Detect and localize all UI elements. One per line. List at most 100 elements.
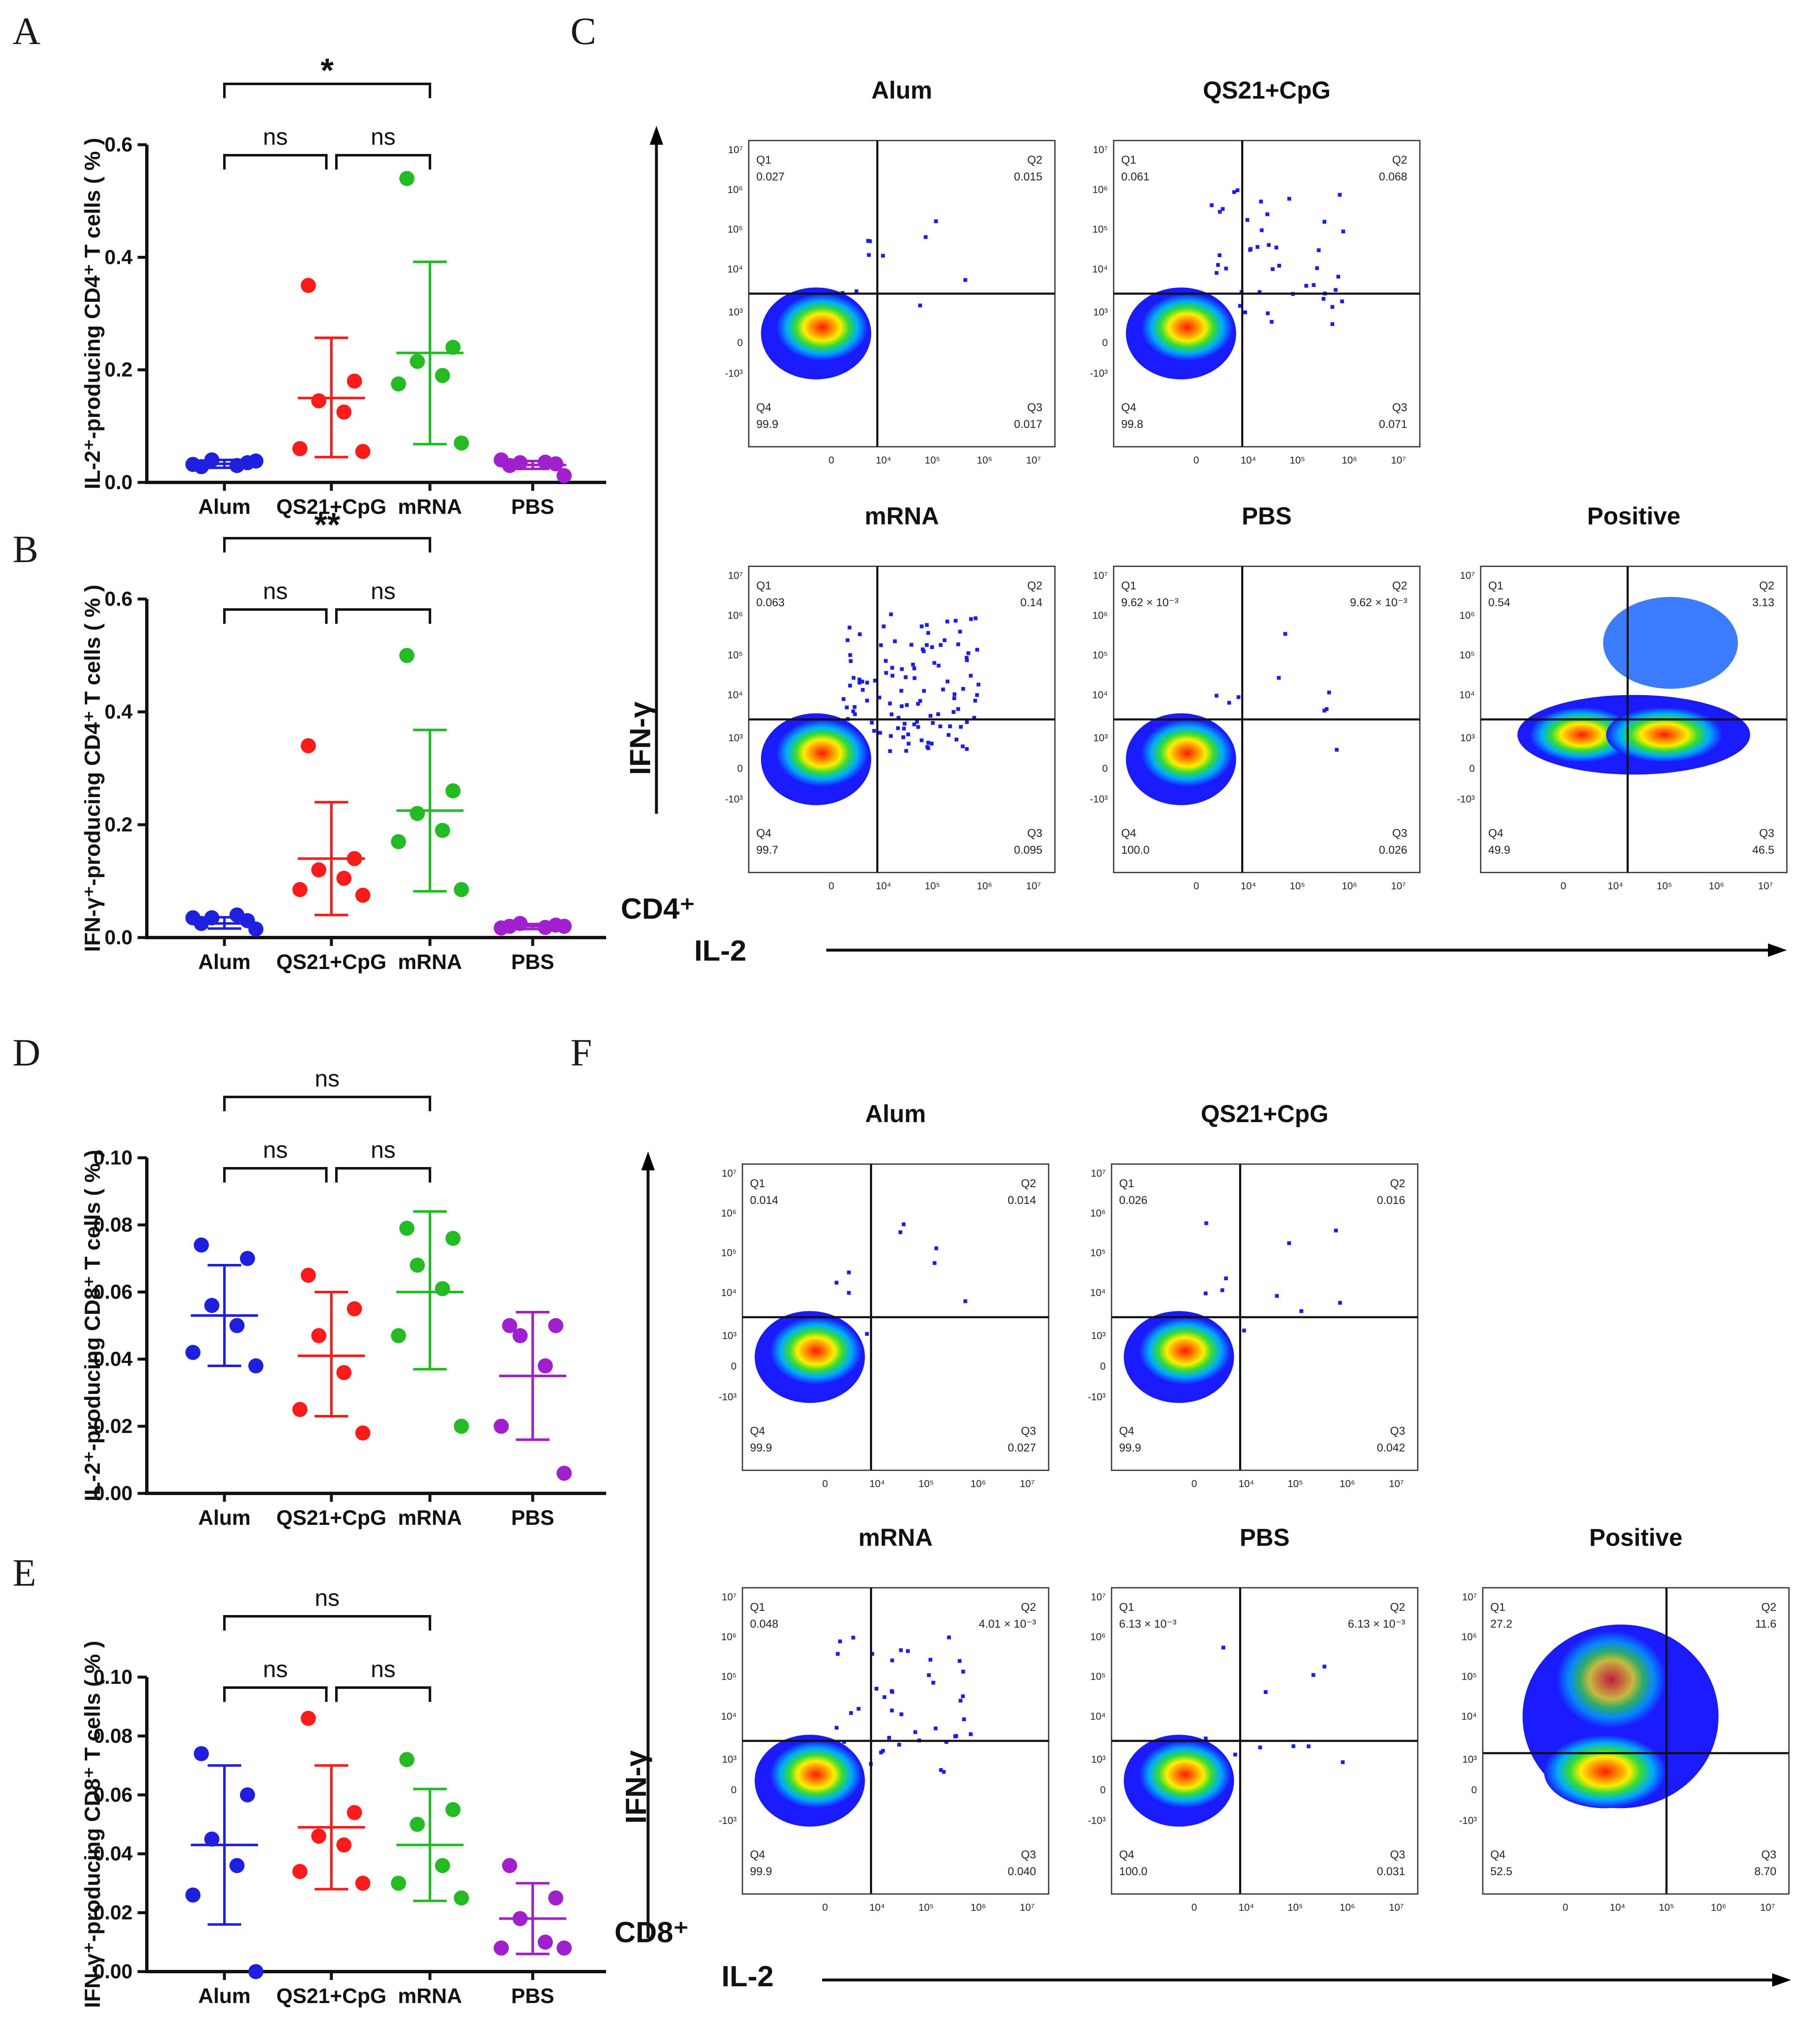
event-dot [872, 729, 876, 733]
density-cloud [761, 612, 981, 805]
data-point [410, 1258, 425, 1273]
event-dot [890, 1709, 894, 1713]
event-dot [921, 647, 925, 651]
quadrant-value-q3: 0.017 [1014, 418, 1042, 430]
event-dot [912, 722, 917, 727]
event-dot [1255, 245, 1260, 249]
flow-x-tick-label: 0 [1193, 455, 1199, 466]
y-tick-label: 0.00 [94, 1961, 133, 1983]
flow-y-tick-label: 10⁷ [1460, 570, 1475, 581]
event-dot [1203, 1291, 1208, 1295]
dot-charts: 0.0 0.2 0.4 0.6 Alum QS21+CpG mRNA PBS IL-2⁺-pro… [81, 52, 606, 2008]
quadrant-value-q1: 0.54 [1488, 596, 1510, 609]
data-point [502, 1858, 517, 1873]
flow-y-tick-label: 10⁶ [1461, 1631, 1477, 1643]
flow-x-tick-label: 10⁵ [1290, 455, 1305, 466]
flow-x-tick-label: 10⁵ [1657, 881, 1672, 892]
event-dot [903, 675, 908, 679]
flow-x-tick-label: 10⁷ [1026, 881, 1041, 892]
flow-y-tick-label: 10⁶ [721, 1208, 737, 1219]
flow-y-tick-label: 10⁵ [1092, 650, 1108, 661]
event-dot [896, 716, 901, 720]
flow-plot-mrna: mRNA 10⁷ 10⁶ 10⁵ 10⁴ 10³ 0 -10³ 0 10⁴ 10⁵ 10⁶ 10⁷ Q1 0… [725, 503, 1056, 892]
flow-x-tick-label: 10⁴ [1239, 1902, 1254, 1913]
quadrant-name: Q4 [1490, 1848, 1505, 1861]
flow-y-tick-label: 10⁵ [727, 650, 743, 661]
event-dot [958, 1659, 962, 1663]
event-dot [945, 620, 949, 624]
event-dot [944, 1740, 948, 1744]
flow-y-tick-label: 0 [737, 763, 743, 774]
event-dot [1237, 695, 1241, 699]
flow-plot-title: Alum [865, 1100, 926, 1128]
flow-plot-title: QS21+CpG [1201, 1100, 1329, 1128]
flow-x-tick-label: 0 [1562, 1902, 1568, 1913]
data-point [494, 1419, 509, 1434]
event-dot [877, 696, 881, 700]
data-point [494, 452, 509, 468]
data-point [204, 1298, 219, 1313]
series-mrna [391, 1210, 469, 1434]
data-point [229, 458, 245, 473]
y-tick-label: 0.02 [94, 1415, 133, 1438]
quadrant-value-q3: 0.026 [1379, 844, 1407, 856]
quadrant-name: Q2 [1021, 1601, 1036, 1613]
event-dot [1338, 1301, 1342, 1305]
event-dot [1341, 229, 1345, 234]
event-dot [958, 1699, 963, 1703]
event-dot [969, 1732, 973, 1736]
event-dot [976, 683, 981, 687]
cell-type-label: CD8⁺ [614, 1916, 689, 1949]
flow-x-tick-label: 0 [828, 881, 834, 892]
event-dot [851, 676, 856, 680]
quadrant-name: Q1 [750, 1601, 765, 1613]
quadrant-value-q4: 99.9 [1119, 1441, 1141, 1454]
event-dot [1338, 193, 1342, 197]
quadrant-name: Q4 [1121, 827, 1136, 839]
event-dot [849, 659, 853, 663]
flow-y-tick-label: 10⁷ [1093, 570, 1108, 581]
event-dot [909, 643, 914, 647]
data-point [248, 1358, 263, 1373]
data-point [557, 1466, 572, 1481]
bracket-line [335, 1686, 431, 1702]
flow-y-tick-label: 10⁶ [1459, 610, 1475, 621]
significance-label: ns [263, 578, 288, 604]
event-dot [851, 709, 855, 714]
data-point [301, 1711, 316, 1726]
flow-y-tick-label: 10⁴ [1092, 264, 1108, 275]
data-point [538, 1934, 553, 1950]
data-point [557, 1940, 572, 1956]
event-dot [936, 712, 940, 716]
quadrant-name: Q3 [1027, 401, 1042, 414]
flow-y-tick-label: 10⁷ [1093, 144, 1108, 156]
event-dot [1210, 203, 1214, 207]
event-dot [1325, 707, 1329, 711]
flow-y-tick-label: 10³ [1460, 732, 1475, 744]
density-cloud [761, 219, 967, 380]
event-dot [953, 619, 958, 623]
event-dot [847, 1291, 851, 1295]
flow-y-tick-label: 10³ [1093, 307, 1108, 318]
data-point [185, 457, 200, 472]
event-dot [1277, 676, 1281, 680]
event-dot [1336, 274, 1341, 279]
event-dot [1340, 300, 1344, 304]
cluster-core [1139, 1317, 1231, 1385]
quadrant-name: Q4 [1119, 1848, 1134, 1861]
quadrant-value-q2: 6.13 × 10⁻³ [1348, 1618, 1405, 1630]
event-dot [847, 625, 851, 630]
event-dot [899, 1712, 903, 1717]
flow-y-tick-label: 10⁵ [1090, 1671, 1106, 1683]
quadrant-value-q1: 0.027 [756, 170, 785, 183]
data-point [513, 1911, 528, 1926]
event-dot [1235, 188, 1239, 193]
event-dot [941, 688, 945, 692]
flow-x-tick-label: 10⁴ [1241, 455, 1256, 466]
event-dot [896, 726, 900, 730]
event-dot [1277, 263, 1281, 268]
event-dot [857, 677, 862, 682]
flow-x-tick-label: 10⁶ [1340, 1902, 1355, 1913]
flow-y-tick-label: 10³ [1093, 732, 1108, 744]
event-dot [916, 702, 920, 706]
